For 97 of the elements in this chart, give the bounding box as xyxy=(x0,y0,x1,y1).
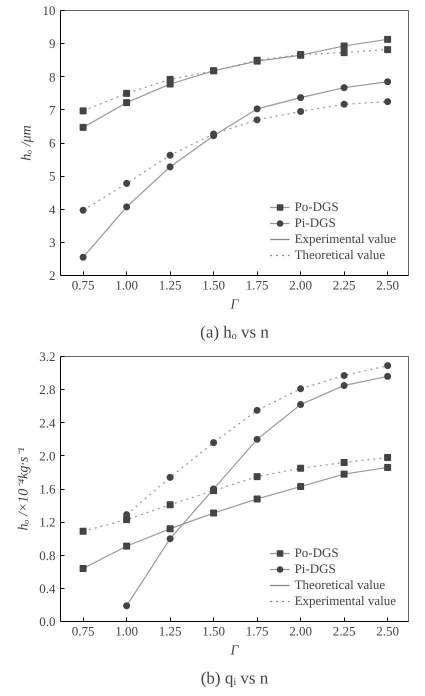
point xyxy=(123,542,130,550)
point xyxy=(384,464,392,471)
x-tick-label: 0.75 xyxy=(72,624,94,638)
x-tick-label: 2.50 xyxy=(376,624,399,638)
point xyxy=(210,510,218,517)
point xyxy=(384,78,392,86)
point xyxy=(166,535,174,542)
legend-label: Po-DGS xyxy=(294,545,339,561)
point xyxy=(123,602,130,610)
point xyxy=(340,470,348,478)
legend-label: Pi-DGS xyxy=(294,561,336,577)
text: (a) hₒ vs n xyxy=(200,322,270,342)
point xyxy=(166,163,174,170)
point xyxy=(166,76,174,83)
text: (b) qᵢ vs n xyxy=(200,668,269,688)
point xyxy=(80,254,87,261)
point xyxy=(254,473,261,480)
x-tick-label: 1.25 xyxy=(158,278,182,292)
legend-label: Po-DGS xyxy=(294,199,339,215)
point xyxy=(297,483,304,490)
x-tick-label: 1.25 xyxy=(158,624,182,638)
point xyxy=(340,382,348,389)
point xyxy=(340,84,348,92)
x-tick-label: 1.00 xyxy=(115,624,138,638)
point xyxy=(254,495,261,502)
point xyxy=(254,116,261,124)
x-axis-title: Γ xyxy=(230,644,240,658)
x-tick-label: 2.50 xyxy=(376,278,399,292)
point xyxy=(384,372,392,380)
point xyxy=(166,525,174,532)
legend-label: Experimental value xyxy=(294,231,396,247)
y-tick-label: 9 xyxy=(49,36,56,52)
point xyxy=(123,99,130,106)
point xyxy=(297,464,304,472)
x-tick-label: 1.75 xyxy=(246,278,268,292)
point xyxy=(80,528,87,535)
point xyxy=(340,100,348,108)
point xyxy=(254,406,261,414)
point xyxy=(210,439,218,446)
point xyxy=(384,46,392,54)
y-tick-label: 10 xyxy=(42,3,56,18)
y-tick-label: 5 xyxy=(49,168,56,184)
y-tick-label: 3.2 xyxy=(39,349,56,364)
y-tick-label: 0.0 xyxy=(39,614,56,629)
y-tick-label: 1.2 xyxy=(39,514,56,530)
y-tick-label: 0.4 xyxy=(39,580,56,596)
point xyxy=(123,203,130,210)
y-axis-title: hₒ /μm xyxy=(20,125,34,161)
point xyxy=(297,385,304,392)
point xyxy=(80,107,87,114)
point xyxy=(384,454,392,462)
point xyxy=(340,459,348,466)
point xyxy=(80,124,87,131)
x-tick-label: 2.00 xyxy=(289,278,312,292)
y-tick-label: 2 xyxy=(49,268,56,283)
x-tick-label: 0.75 xyxy=(72,278,94,292)
point xyxy=(123,180,130,187)
point xyxy=(384,98,392,106)
y-tick-label: 3 xyxy=(49,234,56,250)
point xyxy=(123,90,130,97)
y-tick-label: 1.6 xyxy=(39,482,56,496)
legend-label: Pi-DGS xyxy=(294,215,336,231)
legend-label: Experimental value xyxy=(294,593,396,609)
y-axis-title: hₒ /×10⁻⁴kg·s⁻¹ xyxy=(16,447,32,531)
y-tick-label: 8 xyxy=(49,69,56,84)
legend-label: Theoretical value xyxy=(294,577,386,593)
point xyxy=(297,401,304,408)
y-tick-label: 0.8 xyxy=(39,548,56,563)
point xyxy=(166,501,174,508)
point xyxy=(340,372,348,380)
point xyxy=(166,152,174,159)
y-tick-label: 2.8 xyxy=(39,382,56,398)
point xyxy=(297,94,304,102)
point xyxy=(384,36,392,43)
y-tick-label: 6 xyxy=(49,136,56,150)
y-tick-label: 2.4 xyxy=(39,415,56,430)
x-tick-label: 1.50 xyxy=(202,624,225,638)
point xyxy=(340,42,348,50)
point xyxy=(254,436,261,443)
point xyxy=(297,108,304,116)
point xyxy=(80,206,87,214)
x-tick-label: 1.00 xyxy=(115,278,138,292)
point xyxy=(166,474,174,481)
point xyxy=(340,49,348,56)
x-tick-label: 1.50 xyxy=(202,278,225,292)
y-tick-label: 7 xyxy=(49,102,56,118)
point xyxy=(254,105,261,112)
x-tick-label: 2.25 xyxy=(332,278,356,292)
x-axis-title: Γ xyxy=(230,298,240,312)
x-tick-label: 1.75 xyxy=(246,624,268,638)
point xyxy=(80,565,87,572)
y-tick-label: 4 xyxy=(49,202,56,217)
x-tick-label: 2.25 xyxy=(332,624,356,638)
point xyxy=(384,362,392,370)
legend-label: Theoretical value xyxy=(294,247,386,263)
x-tick-label: 2.00 xyxy=(289,624,312,638)
y-tick-label: 2.0 xyxy=(39,448,56,464)
